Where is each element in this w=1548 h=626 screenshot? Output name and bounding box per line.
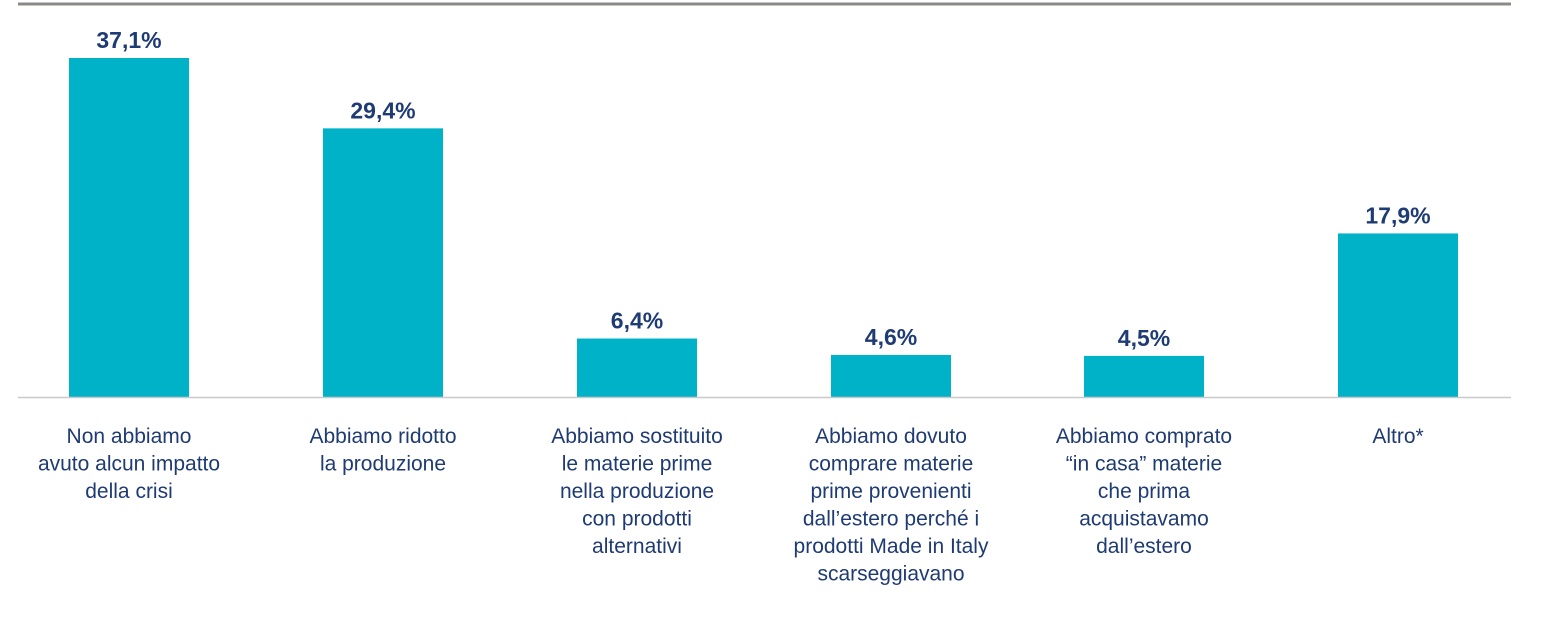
value-label-3: 6,4%: [611, 308, 663, 334]
value-label-1: 37,1%: [96, 27, 161, 53]
bar-3: [577, 338, 697, 397]
category-label-5: Abbiamo comprato “in casa” materie che pri…: [1056, 425, 1232, 558]
category-label-1: Non abbiamo avuto alcun impatto della cris…: [38, 425, 220, 503]
category-label-3: Abbiamo sostituito le materie prime nella …: [551, 425, 723, 558]
bar-5: [1084, 355, 1204, 397]
value-label-6: 17,9%: [1365, 202, 1430, 228]
value-label-2: 29,4%: [350, 97, 415, 123]
bar-1: [69, 58, 189, 397]
value-label-4: 4,6%: [865, 324, 917, 350]
category-labels-group: Non abbiamo avuto alcun impatto della cris…: [38, 425, 1424, 586]
bar-2: [323, 128, 443, 397]
category-label-4: Abbiamo dovuto comprare materie prime prov…: [794, 425, 989, 586]
bar-4: [831, 354, 951, 397]
category-label-6: Altro*: [1372, 425, 1423, 448]
bars-group: [69, 58, 1458, 397]
category-label-2: Abbiamo ridotto la produzione: [309, 425, 456, 476]
value-label-5: 4,5%: [1118, 325, 1170, 351]
value-labels-group: 37,1% 29,4% 6,4% 4,6% 4,5% 17,9%: [96, 27, 1430, 351]
bar-6: [1338, 233, 1458, 397]
